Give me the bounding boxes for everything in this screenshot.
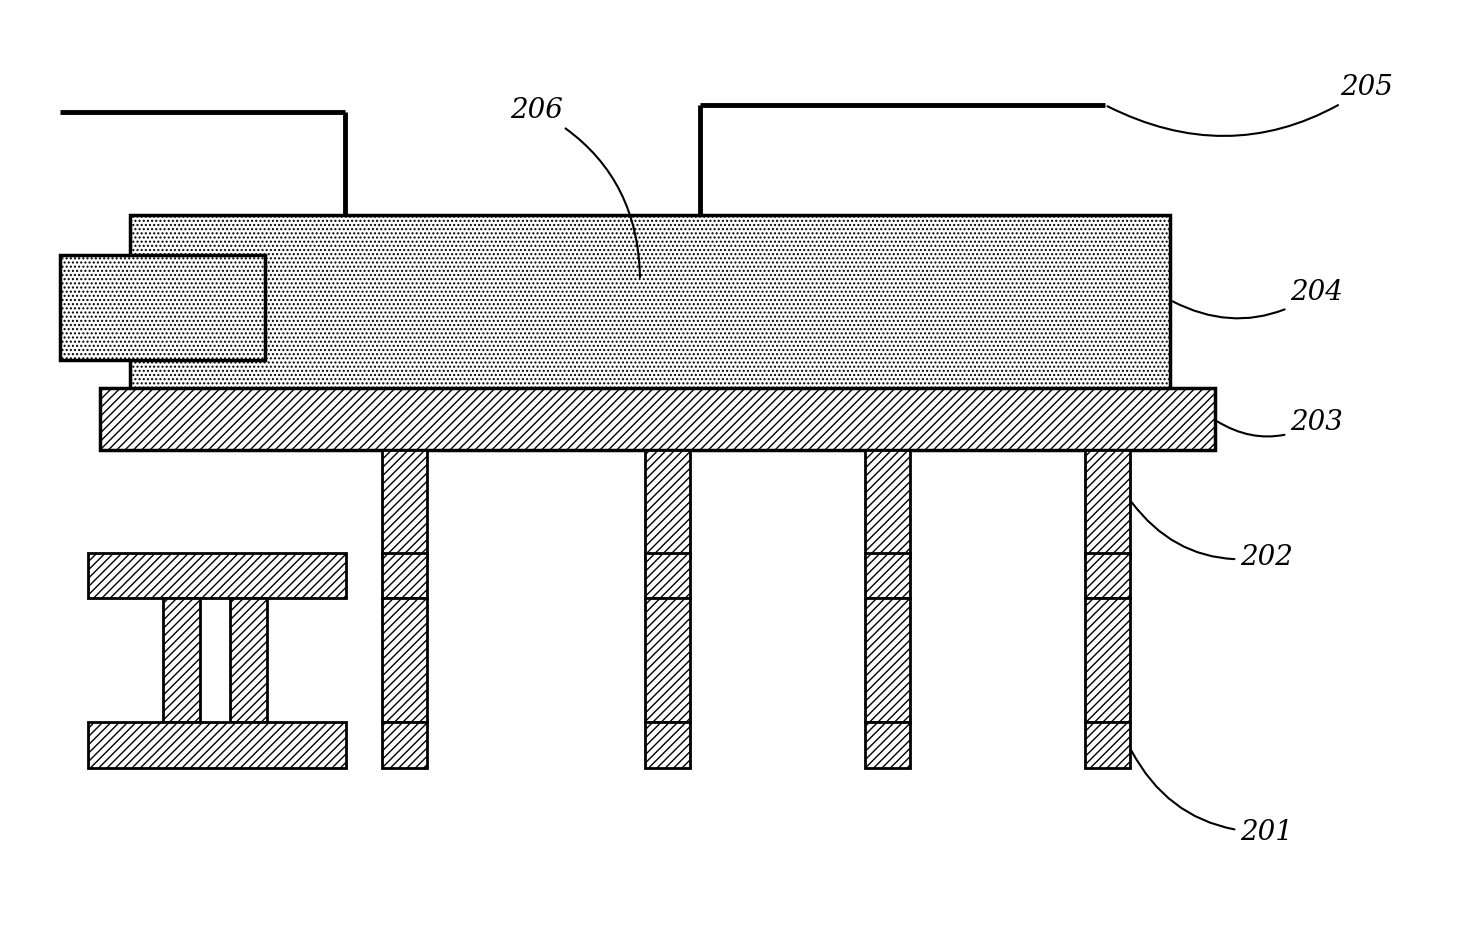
Bar <box>88 722 346 768</box>
Bar <box>864 722 910 768</box>
Bar <box>645 598 690 722</box>
Bar <box>163 598 201 722</box>
Bar <box>382 450 426 558</box>
Bar <box>60 255 265 360</box>
Text: 206: 206 <box>510 97 640 278</box>
Bar <box>864 450 910 558</box>
Bar <box>230 598 267 722</box>
Bar <box>1086 598 1130 722</box>
Bar <box>130 215 1171 390</box>
Bar <box>88 553 346 598</box>
Bar <box>1086 722 1130 768</box>
Bar <box>645 553 690 598</box>
Bar <box>864 598 910 722</box>
Bar <box>1086 553 1130 598</box>
Bar <box>645 450 690 558</box>
Bar <box>382 722 426 768</box>
Bar <box>1086 450 1130 558</box>
Bar <box>382 553 426 598</box>
Bar <box>645 722 690 768</box>
Text: 204: 204 <box>1172 279 1343 319</box>
Bar <box>382 598 426 722</box>
Bar <box>100 388 1214 450</box>
Text: 205: 205 <box>1108 74 1393 136</box>
Text: 202: 202 <box>1131 502 1294 571</box>
Text: 203: 203 <box>1217 409 1343 437</box>
Text: 201: 201 <box>1131 750 1294 846</box>
Bar <box>864 553 910 598</box>
